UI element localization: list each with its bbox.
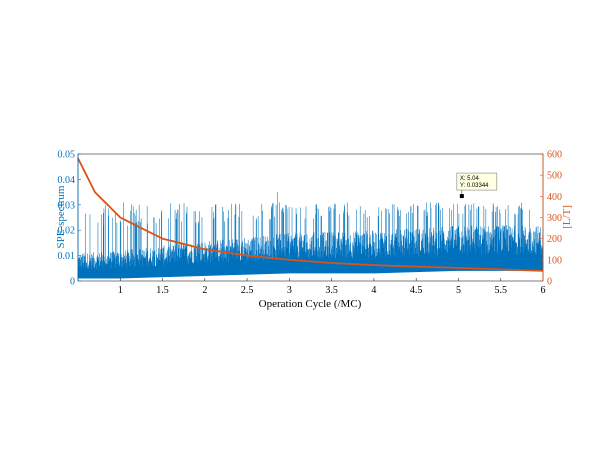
x-axis-label: Operation Cycle (/MC) — [259, 298, 362, 310]
x-tick-label: 6 — [541, 285, 546, 296]
y-left-tick-label: 0.01 — [58, 251, 76, 262]
y-axis-label-right: [L/T] — [561, 205, 573, 229]
x-tick-label: 1.5 — [156, 285, 169, 296]
x-tick-label: 3.5 — [325, 285, 338, 296]
y-left-tick-label: 0.03 — [58, 200, 76, 211]
y-axis-left: 0 0.01 0.02 0.03 0.04 0.05 — [58, 150, 81, 288]
y-axis-label-left: SPE-spectrum — [55, 185, 67, 248]
x-tick-label: 3 — [287, 285, 292, 296]
y-right-tick-label: 0 — [547, 277, 552, 288]
x-tick-label: 1 — [118, 285, 123, 296]
x-axis: 1 1.5 2 2.5 3 3.5 4 4.5 5 5.5 6 — [118, 278, 546, 296]
y-axis-right: 0 100 200 300 400 500 600 — [540, 150, 562, 288]
y-right-tick-label: 600 — [547, 150, 562, 161]
lt-series-line — [77, 157, 544, 272]
x-tick-label: 5 — [456, 285, 461, 296]
y-left-tick-label: 0.04 — [58, 175, 76, 186]
datatip-x-text: X: 5.04 — [460, 176, 480, 182]
datatip-marker[interactable] — [459, 194, 464, 199]
y-right-tick-label: 100 — [547, 255, 562, 266]
datatip[interactable]: X: 5.04 Y: 0.03344 — [456, 172, 498, 199]
y-right-tick-label: 300 — [547, 213, 562, 224]
datatip-y-text: Y: 0.03344 — [460, 183, 489, 189]
y-left-tick-label: 0 — [70, 277, 75, 288]
y-left-tick-label: 0.02 — [58, 226, 76, 237]
y-right-tick-label: 200 — [547, 234, 562, 245]
x-tick-label: 2 — [202, 285, 207, 296]
y-right-tick-label: 500 — [547, 171, 562, 182]
y-left-tick-label: 0.05 — [58, 150, 76, 161]
x-tick-label: 5.5 — [494, 285, 507, 296]
x-tick-label: 2.5 — [241, 285, 254, 296]
datatip-box — [456, 172, 498, 191]
y-right-tick-label: 400 — [547, 192, 562, 203]
x-tick-label: 4.5 — [410, 285, 423, 296]
x-tick-label: 4 — [371, 285, 376, 296]
